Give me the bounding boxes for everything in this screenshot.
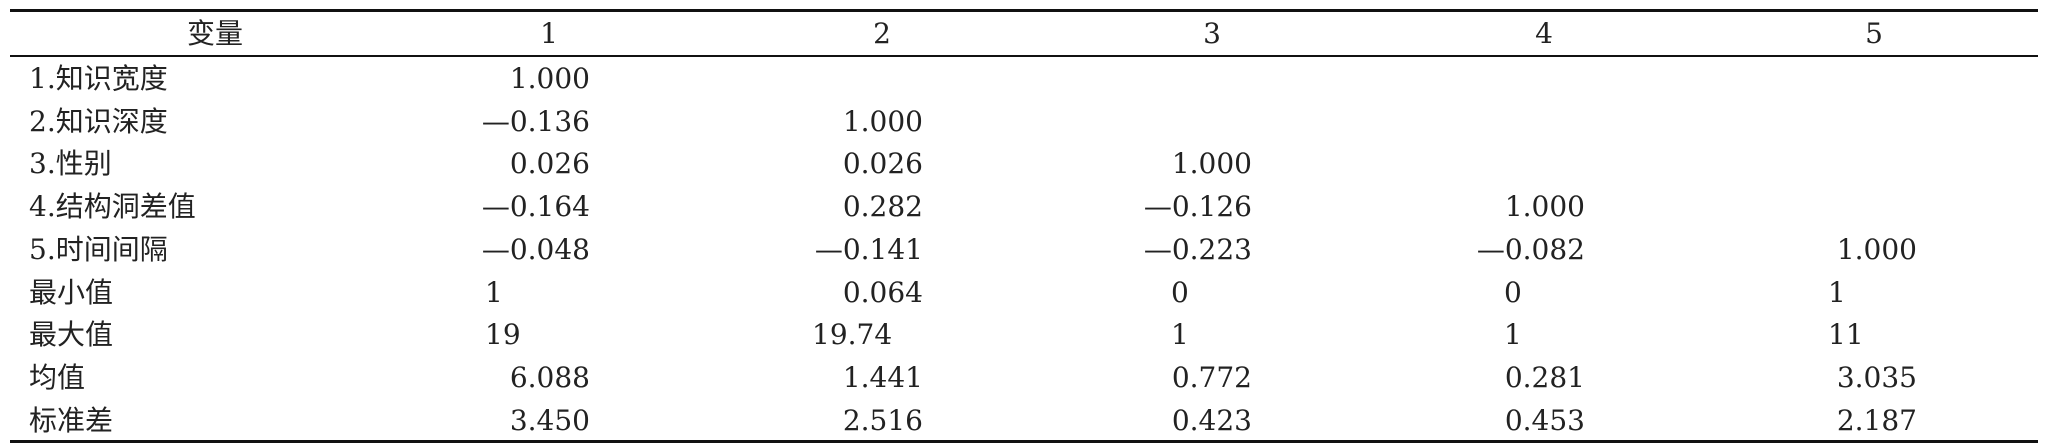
cell-value: —0.136 [481, 104, 590, 138]
row-label: 2.知识深度 [29, 104, 168, 138]
cell-value: —0.082 [1476, 232, 1585, 266]
cell-value: 0.423 [1171, 403, 1252, 437]
header-cell: 1 [540, 17, 558, 50]
cell-value: —0.223 [1143, 232, 1252, 266]
cell-value: 1 [1171, 318, 1189, 352]
cell-value: 2.516 [842, 403, 923, 437]
cell-value: 1 [1504, 318, 1522, 352]
row-label: 1.知识宽度 [29, 62, 168, 95]
cell-value: 3.035 [1836, 360, 1917, 394]
cell-value: 1 [1828, 275, 1846, 309]
row-label: 最小值 [29, 275, 114, 309]
cell-value: 0 [1504, 275, 1522, 309]
cell-value: 0.453 [1504, 403, 1585, 437]
cell-value: 11 [1828, 318, 1864, 352]
cell-value: 1.000 [509, 62, 590, 95]
cell-value: 0.026 [509, 147, 590, 181]
cell-value: 6.088 [509, 360, 590, 394]
cell-value: 1 [485, 275, 503, 309]
cell-value: —0.048 [481, 232, 590, 266]
header-cell: 变量 [186, 17, 243, 50]
cell-value: 0.064 [842, 275, 923, 309]
bottom-rule [10, 440, 2038, 443]
row-label: 3.性别 [29, 147, 112, 181]
row-label: 5.时间间隔 [29, 232, 168, 266]
header-cell: 5 [1865, 17, 1883, 50]
cell-value: 1.000 [1836, 232, 1917, 266]
cell-value: —0.164 [481, 190, 590, 224]
cell-value: 0.026 [842, 147, 923, 181]
top-rule [10, 9, 2038, 12]
cell-value: 1.000 [1504, 190, 1585, 224]
row-label: 4.结构洞差值 [29, 190, 196, 224]
cell-value: 0 [1171, 275, 1189, 309]
header-cell: 3 [1203, 17, 1221, 50]
header-cell: 4 [1535, 17, 1553, 50]
cell-value: 1.000 [1171, 147, 1252, 181]
header-cell: 2 [873, 17, 891, 50]
row-label: 最大值 [29, 318, 114, 352]
cell-value: 2.187 [1836, 403, 1917, 437]
row-label: 标准差 [29, 403, 114, 437]
cell-value: 1.000 [842, 104, 923, 138]
row-label: 均值 [29, 360, 86, 394]
cell-value: 0.772 [1171, 360, 1252, 394]
cell-value: —0.126 [1143, 190, 1252, 224]
cell-value: 3.450 [509, 403, 590, 437]
cell-value: 0.281 [1504, 360, 1585, 394]
header-rule [10, 55, 2038, 57]
cell-value: 19.74 [812, 318, 893, 352]
cell-value: —0.141 [814, 232, 923, 266]
cell-value: 0.282 [842, 190, 923, 224]
cell-value: 1.441 [842, 360, 923, 394]
cell-value: 19 [485, 318, 521, 352]
